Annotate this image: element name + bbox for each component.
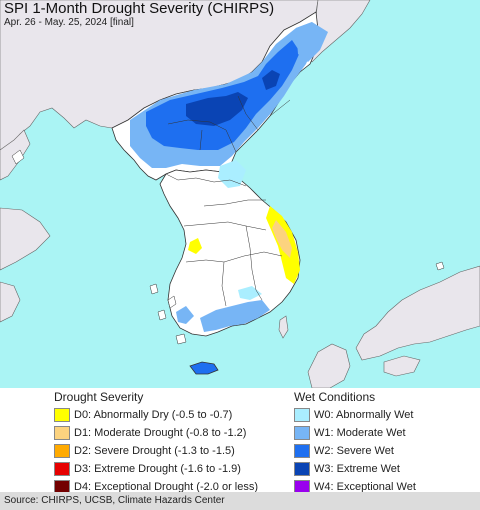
province-borders	[165, 95, 291, 307]
swatch-w1	[294, 426, 310, 440]
legend-label-w0: W0: Abnormally Wet	[314, 409, 414, 421]
legend-item-d4: D4: Exceptional Drought (-2.0 or less)	[54, 478, 294, 496]
tsushima-island	[278, 315, 289, 339]
map-area[interactable]	[0, 0, 480, 388]
source-text: Source: CHIRPS, UCSB, Climate Hazards Ce…	[4, 495, 225, 506]
legend-label-w2: W2: Severe Wet	[314, 445, 394, 457]
legend-label-w1: W1: Moderate Wet	[314, 427, 406, 439]
drought-legend: Drought Severity D0: Abnormally Dry (-0.…	[54, 388, 294, 496]
shandong-land	[0, 207, 51, 271]
legend-label-d4: D4: Exceptional Drought (-2.0 or less)	[74, 481, 259, 493]
japan-honshu	[355, 265, 480, 361]
legend-label-d1: D1: Moderate Drought (-0.8 to -1.2)	[74, 427, 247, 439]
wet-legend: Wet Conditions W0: Abnormally Wet W1: Mo…	[294, 388, 474, 496]
swatch-w0	[294, 408, 310, 422]
swatch-d0	[54, 408, 70, 422]
map-title: SPI 1-Month Drought Severity (CHIRPS)	[4, 0, 275, 17]
legend-item-w3: W3: Extreme Wet	[294, 460, 474, 478]
swatch-d2	[54, 444, 70, 458]
south-korea-land	[159, 169, 301, 337]
legend-item-w1: W1: Moderate Wet	[294, 424, 474, 442]
legend-label-d0: D0: Abnormally Dry (-0.5 to -0.7)	[74, 409, 233, 421]
legend-label-d3: D3: Extreme Drought (-1.6 to -1.9)	[74, 463, 241, 475]
map-subtitle: Apr. 26 - May. 25, 2024 [final]	[4, 17, 134, 28]
source-bar: Source: CHIRPS, UCSB, Climate Hazards Ce…	[0, 492, 480, 510]
dry-d1-east	[272, 220, 292, 258]
wet-w1-east-coast	[296, 22, 328, 62]
drought-map	[0, 0, 480, 388]
wet-w2-north	[146, 40, 300, 150]
legend-item-d3: D3: Extreme Drought (-1.6 to -1.9)	[54, 460, 294, 478]
wet-w1-south-west	[176, 306, 194, 324]
japan-kyushu	[307, 343, 351, 388]
dry-d0-west	[188, 238, 202, 254]
legend-label-w4: W4: Exceptional Wet	[314, 481, 416, 493]
wet-w0-north	[218, 160, 246, 188]
legend-label-d2: D2: Severe Drought (-1.3 to -1.5)	[74, 445, 235, 457]
wet-w3-north-2	[262, 70, 280, 90]
japan-shikoku	[383, 355, 421, 377]
chinese-coast-south	[0, 281, 21, 323]
swatch-d1	[54, 426, 70, 440]
legend: Drought Severity D0: Abnormally Dry (-0.…	[0, 388, 480, 494]
wet-w1-south	[200, 300, 270, 332]
wet-w3-north	[186, 92, 248, 126]
legend-item-w0: W0: Abnormally Wet	[294, 406, 474, 424]
legend-item-d0: D0: Abnormally Dry (-0.5 to -0.7)	[54, 406, 294, 424]
swatch-w3	[294, 462, 310, 476]
swatch-w2	[294, 444, 310, 458]
legend-label-w3: W3: Extreme Wet	[314, 463, 400, 475]
legend-item-d1: D1: Moderate Drought (-0.8 to -1.2)	[54, 424, 294, 442]
legend-item-d2: D2: Severe Drought (-1.3 to -1.5)	[54, 442, 294, 460]
swatch-d3	[54, 462, 70, 476]
jeju-island	[189, 361, 219, 375]
drought-legend-heading: Drought Severity	[54, 390, 144, 404]
legend-item-w4: W4: Exceptional Wet	[294, 478, 474, 496]
wet-legend-heading: Wet Conditions	[294, 390, 376, 404]
legend-item-w2: W2: Severe Wet	[294, 442, 474, 460]
small-islands	[11, 149, 445, 345]
